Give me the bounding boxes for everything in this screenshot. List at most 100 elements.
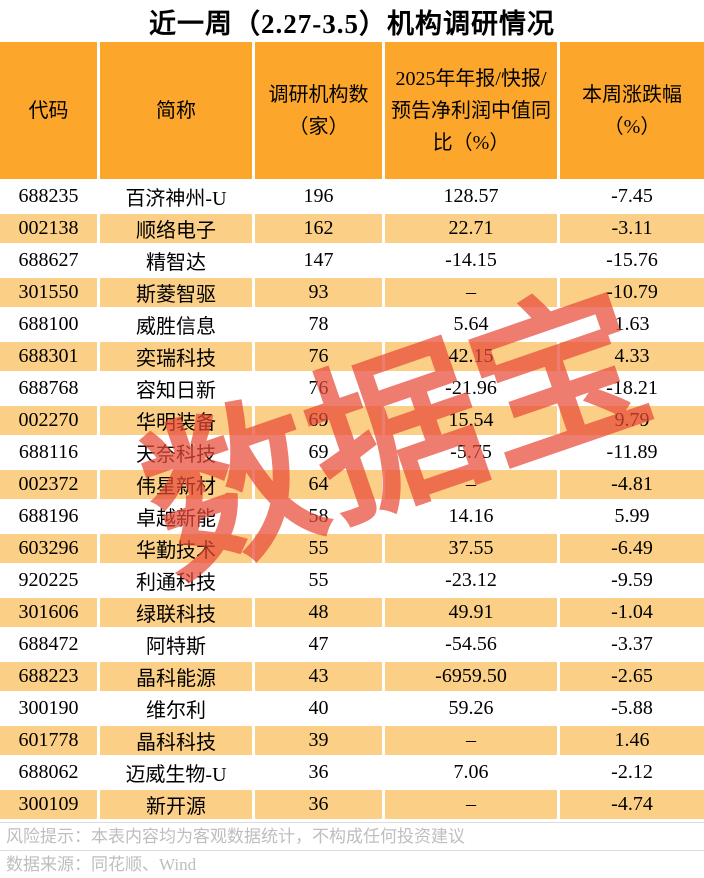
cell-institution-count: 43 [255, 662, 382, 691]
cell-name: 奕瑞科技 [100, 342, 252, 371]
table-row: 688472 阿特斯 47 -54.56 -3.37 [0, 630, 704, 659]
cell-name: 百济神州-U [100, 182, 252, 211]
research-table: 代码 简称 调研机构数（家） 2025年年报/快报/预告净利润中值同比（%） 本… [0, 39, 704, 822]
cell-institution-count: 76 [255, 342, 382, 371]
cell-institution-count: 55 [255, 566, 382, 595]
cell-name: 迈威生物-U [100, 758, 252, 787]
cell-week-change: -4.74 [560, 790, 704, 819]
table-row: 603296 华勤技术 55 37.55 -6.49 [0, 534, 704, 563]
cell-code: 688301 [0, 342, 97, 371]
table-row: 688062 迈威生物-U 36 7.06 -2.12 [0, 758, 704, 787]
page-title: 近一周（2.27-3.5）机构调研情况 [149, 8, 555, 39]
table-body: 688235 百济神州-U 196 128.57 -7.45 002138 顺络电子 162 2… [0, 182, 704, 819]
cell-institution-count: 39 [255, 726, 382, 755]
cell-week-change: 4.33 [560, 342, 704, 371]
cell-week-change: -2.65 [560, 662, 704, 691]
cell-name: 晶科科技 [100, 726, 252, 755]
table-row: 688768 容知日新 76 -21.96 -18.21 [0, 374, 704, 403]
cell-code: 301606 [0, 598, 97, 627]
cell-net-profit-yoy: – [385, 470, 557, 499]
cell-net-profit-yoy: 49.91 [385, 598, 557, 627]
cell-institution-count: 147 [255, 246, 382, 275]
cell-week-change: -10.79 [560, 278, 704, 307]
cell-net-profit-yoy: -54.56 [385, 630, 557, 659]
header-code: 代码 [0, 42, 97, 179]
cell-name: 威胜信息 [100, 310, 252, 339]
cell-net-profit-yoy: 14.16 [385, 502, 557, 531]
cell-code: 688472 [0, 630, 97, 659]
table-row: 688196 卓越新能 58 14.16 5.99 [0, 502, 704, 531]
cell-institution-count: 76 [255, 374, 382, 403]
cell-week-change: -18.21 [560, 374, 704, 403]
table-row: 920225 利通科技 55 -23.12 -9.59 [0, 566, 704, 595]
data-source: 数据来源：同花顺、Wind [0, 850, 704, 878]
cell-name: 绿联科技 [100, 598, 252, 627]
cell-net-profit-yoy: 37.55 [385, 534, 557, 563]
cell-week-change: -15.76 [560, 246, 704, 275]
table-row: 301550 斯菱智驱 93– -10.79 [0, 278, 704, 307]
header-net-profit-yoy: 2025年年报/快报/预告净利润中值同比（%） [385, 42, 557, 179]
cell-name: 维尔利 [100, 694, 252, 723]
cell-name: 晶科能源 [100, 662, 252, 691]
cell-code: 688196 [0, 502, 97, 531]
cell-code: 002372 [0, 470, 97, 499]
cell-name: 新开源 [100, 790, 252, 819]
cell-code: 688100 [0, 310, 97, 339]
cell-institution-count: 40 [255, 694, 382, 723]
cell-institution-count: 36 [255, 758, 382, 787]
cell-code: 688062 [0, 758, 97, 787]
table-row: 301606 绿联科技 48 49.91 -1.04 [0, 598, 704, 627]
table-row: 300109 新开源 36– -4.74 [0, 790, 704, 819]
cell-week-change: -11.89 [560, 438, 704, 467]
cell-net-profit-yoy: 15.54 [385, 406, 557, 435]
cell-net-profit-yoy: – [385, 790, 557, 819]
cell-name: 阿特斯 [100, 630, 252, 659]
cell-net-profit-yoy: – [385, 726, 557, 755]
cell-code: 002138 [0, 214, 97, 243]
table-row: 688223 晶科能源 43 -6959.50 -2.65 [0, 662, 704, 691]
cell-institution-count: 69 [255, 406, 382, 435]
cell-week-change: 5.99 [560, 502, 704, 531]
cell-code: 688116 [0, 438, 97, 467]
footer: 风险提示：本表内容均为客观数据统计，不构成任何投资建议 数据来源：同花顺、Win… [0, 822, 704, 878]
cell-week-change: -4.81 [560, 470, 704, 499]
cell-institution-count: 58 [255, 502, 382, 531]
header-name: 简称 [100, 42, 252, 179]
cell-net-profit-yoy: 5.64 [385, 310, 557, 339]
cell-code: 688223 [0, 662, 97, 691]
table-row: 002372 伟星新材 64– -4.81 [0, 470, 704, 499]
cell-week-change: -3.11 [560, 214, 704, 243]
cell-institution-count: 196 [255, 182, 382, 211]
cell-code: 300190 [0, 694, 97, 723]
cell-institution-count: 78 [255, 310, 382, 339]
cell-net-profit-yoy: 128.57 [385, 182, 557, 211]
cell-name: 精智达 [100, 246, 252, 275]
cell-code: 601778 [0, 726, 97, 755]
table-row: 002138 顺络电子 162 22.71 -3.11 [0, 214, 704, 243]
cell-institution-count: 36 [255, 790, 382, 819]
cell-institution-count: 64 [255, 470, 382, 499]
cell-name: 斯菱智驱 [100, 278, 252, 307]
table-row: 688235 百济神州-U 196 128.57 -7.45 [0, 182, 704, 211]
cell-name: 伟星新材 [100, 470, 252, 499]
cell-name: 天奈科技 [100, 438, 252, 467]
table-header: 代码 简称 调研机构数（家） 2025年年报/快报/预告净利润中值同比（%） 本… [0, 42, 704, 179]
table-row: 601778 晶科科技 39–1.46 [0, 726, 704, 755]
cell-institution-count: 47 [255, 630, 382, 659]
cell-code: 603296 [0, 534, 97, 563]
cell-name: 华勤技术 [100, 534, 252, 563]
cell-institution-count: 55 [255, 534, 382, 563]
cell-code: 688768 [0, 374, 97, 403]
cell-week-change: -2.12 [560, 758, 704, 787]
research-infographic: 近一周（2.27-3.5）机构调研情况 代码 简称 调研机构数（家） 2025年… [0, 8, 704, 874]
cell-code: 688235 [0, 182, 97, 211]
table-row: 002270 华明装备 69 15.54 9.79 [0, 406, 704, 435]
cell-net-profit-yoy: -21.96 [385, 374, 557, 403]
cell-institution-count: 93 [255, 278, 382, 307]
cell-week-change: -6.49 [560, 534, 704, 563]
table-row: 688301 奕瑞科技 76 42.15 4.33 [0, 342, 704, 371]
cell-net-profit-yoy: -5.75 [385, 438, 557, 467]
cell-name: 顺络电子 [100, 214, 252, 243]
cell-net-profit-yoy: 59.26 [385, 694, 557, 723]
risk-disclaimer: 风险提示：本表内容均为客观数据统计，不构成任何投资建议 [0, 822, 704, 850]
